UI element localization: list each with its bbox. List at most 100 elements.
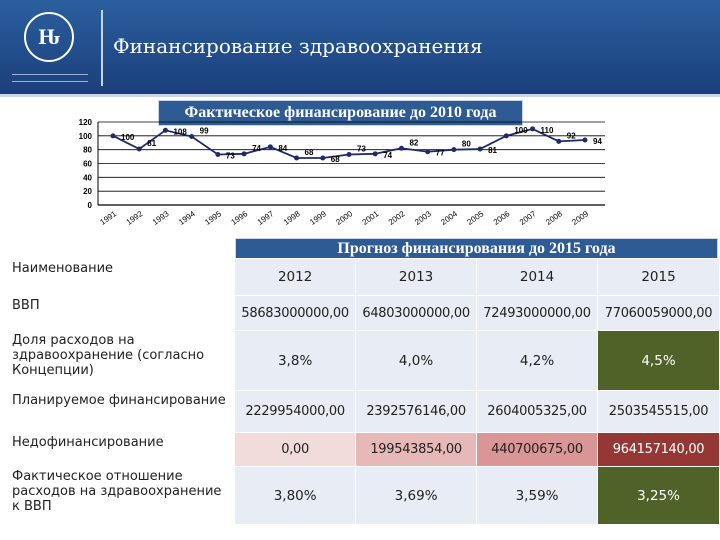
data-point — [215, 152, 221, 158]
data-label: 68 — [305, 148, 314, 157]
data-point — [477, 146, 483, 152]
data-label: 108 — [173, 127, 187, 136]
cell: 440700675,00 — [476, 432, 599, 467]
data-point — [398, 145, 404, 151]
y-tick-label: 80 — [83, 146, 92, 155]
cell: 3,59% — [476, 466, 599, 525]
data-point — [294, 155, 300, 161]
hse-logo: Ԋ — [24, 12, 74, 62]
x-tick-label: 2005 — [466, 209, 486, 227]
data-point — [530, 126, 536, 132]
x-tick-label: 2003 — [413, 209, 433, 227]
data-point — [320, 155, 326, 161]
y-tick-label: 0 — [88, 201, 93, 210]
cell-highlight: 3,25% — [597, 466, 720, 525]
data-point — [503, 133, 509, 139]
row-name: Доля расходов на здравоохранение (соглас… — [0, 330, 235, 391]
x-tick-label: 1991 — [98, 209, 118, 227]
data-point — [267, 144, 273, 150]
cell: 964157140,00 — [597, 432, 720, 467]
data-point — [582, 137, 588, 143]
x-tick-label: 1999 — [308, 209, 328, 227]
year-header: 2013 — [355, 258, 478, 296]
data-label: 81 — [488, 146, 497, 155]
cell: 3,80% — [234, 466, 357, 525]
data-label: 92 — [567, 131, 576, 140]
table-row: Доля расходов на здравоохранение (соглас… — [0, 330, 720, 391]
data-point — [136, 146, 142, 152]
data-point — [451, 147, 457, 153]
x-tick-label: 1992 — [125, 209, 145, 227]
data-label: 73 — [226, 152, 235, 161]
cell: 77060059000,00 — [597, 295, 720, 331]
data-label: 74 — [252, 144, 261, 153]
table-row: Недофинансирование 0,00 199543854,00 440… — [0, 432, 720, 467]
row-name: Недофинансирование — [0, 432, 235, 467]
data-label: 99 — [200, 127, 209, 136]
year-header: 2015 — [597, 258, 720, 296]
cell: 2503545515,00 — [597, 390, 720, 433]
x-tick-label: 2008 — [544, 209, 564, 227]
x-tick-label: 1993 — [151, 209, 171, 227]
data-label: 68 — [331, 155, 340, 164]
data-label: 73 — [357, 145, 366, 154]
cell: 2229954000,00 — [234, 390, 357, 433]
data-label: 84 — [278, 144, 287, 153]
logo-caption — [12, 74, 88, 82]
data-point — [241, 151, 247, 157]
cell: 199543854,00 — [355, 432, 478, 467]
data-point — [189, 134, 195, 140]
cell: 4,0% — [355, 330, 478, 391]
cell-highlight: 4,5% — [597, 330, 720, 391]
row-name: ВВП — [0, 295, 235, 331]
cell: 58683000000,00 — [234, 295, 357, 331]
data-label: 94 — [593, 137, 602, 146]
x-tick-label: 2002 — [387, 209, 407, 227]
table-title: Прогноз финансирования до 2015 года — [235, 238, 718, 259]
cell: 0,00 — [234, 432, 357, 467]
row-name: Фактическое отношение расходов на здраво… — [0, 466, 235, 525]
x-tick-label: 1997 — [256, 209, 276, 227]
x-tick-label: 2009 — [570, 209, 590, 227]
data-point — [372, 151, 378, 157]
data-label: 100 — [514, 126, 528, 135]
x-tick-label: 2007 — [518, 209, 538, 227]
x-tick-label: 2000 — [334, 209, 354, 227]
x-tick-label: 2006 — [492, 209, 512, 227]
cell: 3,8% — [234, 330, 357, 391]
funding-line-chart: 0 20 40 60 80 100 120 100 1991 81 1992 108 1993 99 199… — [79, 118, 605, 227]
y-tick-label: 120 — [79, 118, 93, 127]
cell: 3,69% — [355, 466, 478, 525]
divider — [101, 10, 103, 86]
x-tick-label: 1998 — [282, 209, 302, 227]
table-row: ВВП 58683000000,00 64803000000,00 724930… — [0, 295, 720, 331]
table-row: Планируемое финансирование 2229954000,00… — [0, 390, 720, 433]
header-bar: Ԋ Финансирование здравоохранения — [0, 0, 720, 97]
year-header: 2014 — [476, 258, 599, 296]
data-point — [162, 127, 168, 133]
cell: 4,2% — [476, 330, 599, 391]
data-point — [346, 152, 352, 158]
y-tick-label: 60 — [83, 160, 92, 169]
x-tick-label: 1994 — [177, 209, 197, 227]
header-name: Наименование — [0, 258, 235, 296]
data-label: 80 — [462, 140, 471, 149]
x-tick-label: 1996 — [230, 209, 250, 227]
x-tick-label: 2004 — [439, 209, 459, 227]
x-tick-label: 2001 — [361, 209, 381, 227]
data-label: 82 — [409, 138, 418, 147]
x-tick-label: 1995 — [203, 209, 223, 227]
page-title: Финансирование здравоохранения — [113, 34, 483, 58]
cell: 2392576146,00 — [355, 390, 478, 433]
cell: 2604005325,00 — [476, 390, 599, 433]
row-name: Планируемое финансирование — [0, 390, 235, 433]
cell: 64803000000,00 — [355, 295, 478, 331]
y-tick-label: 40 — [83, 173, 92, 182]
forecast-table: Наименование 2012 2013 2014 2015 ВВП 586… — [0, 258, 720, 525]
data-label: 81 — [147, 139, 156, 148]
y-tick-label: 100 — [79, 132, 93, 141]
data-label: 100 — [121, 133, 135, 142]
cell: 72493000000,00 — [476, 295, 599, 331]
data-label: 77 — [436, 149, 445, 158]
data-label: 110 — [541, 126, 554, 135]
